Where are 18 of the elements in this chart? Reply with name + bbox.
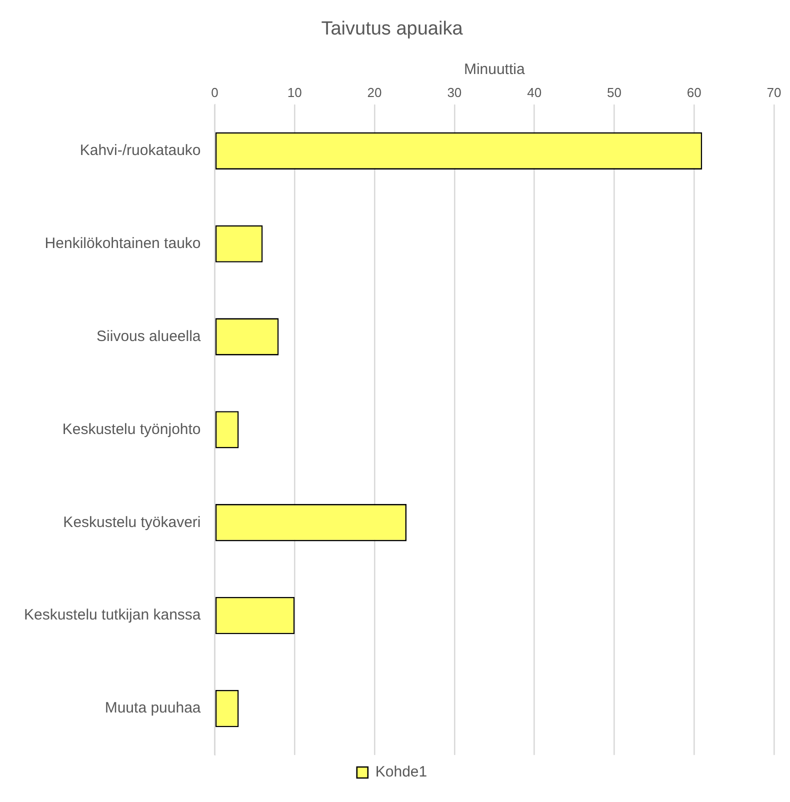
chart-title: Taivutus apuaika bbox=[321, 18, 464, 40]
y-tick-label: Kahvi-/ruokatauko bbox=[80, 142, 201, 160]
y-tick-label: Muuta puuhaa bbox=[104, 700, 202, 717]
x-tick-label: 70 bbox=[766, 85, 782, 100]
y-tick-label: Keskustelu tutkijan kanssa bbox=[24, 606, 202, 624]
y-tick-label: Keskustelu työkaveri bbox=[63, 514, 201, 531]
x-axis-title: Minuuttia bbox=[464, 60, 526, 78]
x-tick-label: 20 bbox=[367, 85, 382, 100]
y-tick-label: Henkilökohtainen tauko bbox=[44, 234, 201, 252]
legend-label: Kohde1 bbox=[375, 764, 428, 781]
x-tick-label: 50 bbox=[606, 85, 622, 100]
x-tick-label: 60 bbox=[686, 85, 702, 100]
x-tick-label: 10 bbox=[287, 85, 302, 100]
x-tick-label: 40 bbox=[527, 85, 542, 100]
x-tick-label: 0 bbox=[211, 85, 218, 100]
y-tick-label: Keskustelu työnjohto bbox=[62, 420, 201, 438]
x-tick-label: 30 bbox=[447, 85, 462, 100]
y-tick-label: Siivous alueella bbox=[96, 328, 202, 345]
